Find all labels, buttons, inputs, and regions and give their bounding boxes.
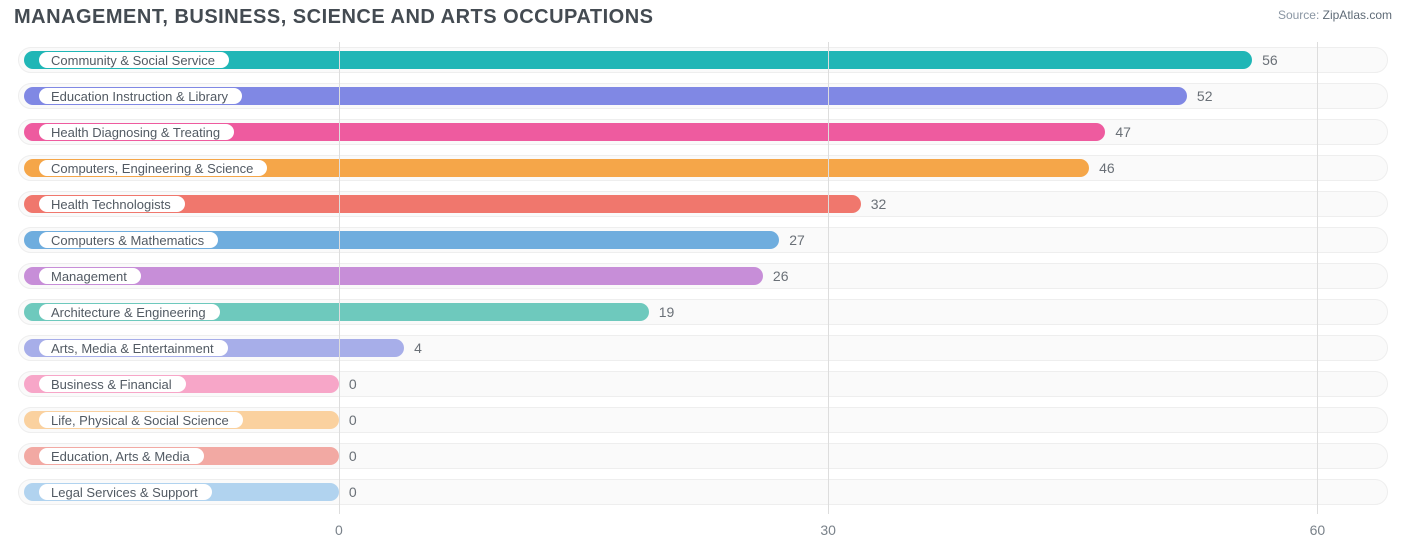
category-label: Computers, Engineering & Science bbox=[38, 159, 268, 177]
category-label: Community & Social Service bbox=[38, 51, 230, 69]
bar-value-label: 46 bbox=[1099, 160, 1115, 176]
bar-value-label: 32 bbox=[871, 196, 887, 212]
bar-row: Architecture & Engineering 19 bbox=[18, 294, 1388, 330]
category-label: Arts, Media & Entertainment bbox=[38, 339, 229, 357]
bar-value-label: 52 bbox=[1197, 88, 1213, 104]
bar-value-label: 26 bbox=[773, 268, 789, 284]
source-value: ZipAtlas.com bbox=[1323, 8, 1392, 22]
category-label: Legal Services & Support bbox=[38, 483, 213, 501]
bar-row: Arts, Media & Entertainment 4 bbox=[18, 330, 1388, 366]
grid-line bbox=[339, 42, 340, 514]
bar-row: Legal Services & Support 0 bbox=[18, 474, 1388, 510]
bar-value-label: 0 bbox=[349, 376, 357, 392]
bar-value-label: 4 bbox=[414, 340, 422, 356]
bar-row: Business & Financial 0 bbox=[18, 366, 1388, 402]
chart-plot: Community & Social Service 56 Education In… bbox=[18, 42, 1388, 540]
bar-row: Community & Social Service 56 bbox=[18, 42, 1388, 78]
bar-value-label: 27 bbox=[789, 232, 805, 248]
bar-row: Health Technologists 32 bbox=[18, 186, 1388, 222]
source-label: Source: bbox=[1278, 8, 1319, 22]
category-label: Health Diagnosing & Treating bbox=[38, 123, 235, 141]
x-axis: 0 30 60 bbox=[18, 514, 1388, 540]
category-label: Management bbox=[38, 267, 142, 285]
category-label: Architecture & Engineering bbox=[38, 303, 221, 321]
bar-row: Education Instruction & Library 52 bbox=[18, 78, 1388, 114]
bar-value-label: 19 bbox=[659, 304, 675, 320]
bar-value-label: 0 bbox=[349, 412, 357, 428]
category-label: Education Instruction & Library bbox=[38, 87, 243, 105]
bar-value-label: 0 bbox=[349, 448, 357, 464]
chart-title: MANAGEMENT, BUSINESS, SCIENCE AND ARTS O… bbox=[14, 6, 653, 29]
bar-row: Computers & Mathematics 27 bbox=[18, 222, 1388, 258]
source-attribution: Source: ZipAtlas.com bbox=[1278, 8, 1392, 22]
category-label: Education, Arts & Media bbox=[38, 447, 205, 465]
bar-value-label: 0 bbox=[349, 484, 357, 500]
bar-value-label: 47 bbox=[1115, 124, 1131, 140]
category-label: Health Technologists bbox=[38, 195, 186, 213]
bar-row: Life, Physical & Social Science 0 bbox=[18, 402, 1388, 438]
x-tick-label: 0 bbox=[335, 522, 343, 538]
grid-line bbox=[1317, 42, 1318, 514]
x-tick-label: 30 bbox=[820, 522, 836, 538]
bar-row: Computers, Engineering & Science 46 bbox=[18, 150, 1388, 186]
category-label: Computers & Mathematics bbox=[38, 231, 219, 249]
bar-row: Education, Arts & Media 0 bbox=[18, 438, 1388, 474]
bar-value-label: 56 bbox=[1262, 52, 1278, 68]
grid-line bbox=[828, 42, 829, 514]
category-label: Business & Financial bbox=[38, 375, 187, 393]
bar-row: Health Diagnosing & Treating 47 bbox=[18, 114, 1388, 150]
bars-area: Community & Social Service 56 Education In… bbox=[18, 42, 1388, 514]
x-tick-label: 60 bbox=[1310, 522, 1326, 538]
category-label: Life, Physical & Social Science bbox=[38, 411, 244, 429]
bar-row: Management 26 bbox=[18, 258, 1388, 294]
